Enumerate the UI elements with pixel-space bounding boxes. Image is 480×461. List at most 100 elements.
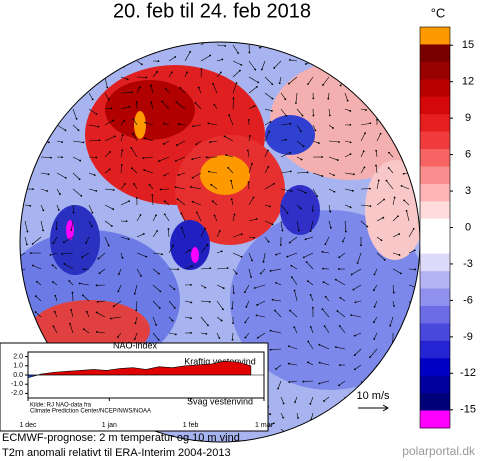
wind-arrow (47, 42, 58, 46)
nao-inset: NAO-index Kraftig vestenvind Svag vesten… (0, 340, 274, 432)
wind-arrow-head (365, 109, 367, 111)
wind-arrow-head (175, 144, 178, 147)
wind-arrow (230, 180, 234, 190)
wind-arrow-head (305, 261, 308, 263)
wind-arrow (56, 124, 66, 131)
wind-arrow-head (68, 83, 71, 86)
wind-arrow (145, 137, 154, 142)
x-tick-label: 1 dec (19, 422, 37, 429)
wind-arrow (291, 42, 298, 46)
wind-arrow-head (209, 267, 212, 270)
wind-arrow-head (333, 190, 336, 193)
wind-arrow (389, 316, 394, 326)
wind-arrow-head (23, 84, 26, 86)
wind-arrow-head (321, 38, 323, 40)
wind-arrow-head (174, 333, 177, 336)
wind-arrow (232, 70, 241, 78)
wind-arrow-head (213, 214, 216, 217)
wind-arrow-head (140, 63, 143, 66)
wind-arrow-head (274, 309, 276, 312)
wind-arrow (289, 236, 298, 243)
colorbar-segment (420, 410, 450, 429)
wind-arrow (55, 295, 58, 302)
wind-arrow-head (240, 233, 243, 236)
wind-arrow-head (271, 223, 274, 226)
wind-arrow-head (247, 181, 250, 184)
wind-arrow-head (75, 117, 78, 120)
wind-arrow (270, 330, 282, 334)
wind-arrow (280, 220, 283, 231)
wind-arrow-head (142, 233, 145, 235)
wind-arrow (198, 87, 202, 94)
wind-arrow (81, 252, 90, 258)
wind-arrow-head (51, 264, 54, 267)
wind-arrow (296, 124, 302, 132)
wind-arrow-head (180, 212, 183, 215)
wind-arrow-head (301, 114, 304, 117)
wind-arrow-head (195, 211, 198, 214)
wind-arrow-head (380, 239, 383, 242)
wind-arrow-head (176, 42, 179, 43)
wind-arrow-head (383, 198, 385, 201)
wind-arrow-head (244, 321, 247, 324)
wind-arrow (168, 56, 176, 62)
wind-arrow (195, 102, 202, 110)
wind-arrow-head (34, 295, 37, 297)
wind-arrow (64, 263, 74, 270)
wind-arrow-head (312, 97, 315, 100)
wind-arrow-head (162, 143, 165, 145)
wind-arrow (303, 252, 314, 258)
wind-arrow (280, 92, 286, 100)
y-tick-label: 2.0 (13, 353, 23, 360)
wind-arrow-head (26, 230, 29, 233)
wind-arrow-head (415, 363, 418, 366)
colorbar-segment (420, 166, 450, 185)
wind-arrow (248, 252, 253, 261)
wind-arrow (40, 204, 44, 211)
wind-arrow-head (397, 390, 399, 393)
wind-arrow (178, 123, 186, 126)
wind-arrow (145, 122, 154, 126)
wind-arrow (35, 295, 42, 302)
wind-arrow (120, 200, 130, 206)
wind-arrow (24, 236, 28, 245)
wind-arrow (312, 188, 318, 197)
wind-arrow-head (282, 416, 285, 419)
wind-arrow (340, 297, 346, 302)
wind-arrow (291, 265, 298, 270)
wind-arrow-head (81, 256, 84, 259)
wind-arrow-head (59, 193, 61, 195)
wind-arrow-head (132, 132, 135, 135)
wind-arrow-head (316, 195, 319, 198)
wind-arrow-head (180, 226, 183, 229)
wind-arrow-head (397, 215, 399, 218)
wind-arrow (226, 154, 234, 158)
wind-arrow-head (112, 208, 115, 211)
wind-arrow-head (270, 42, 273, 45)
wind-arrow (257, 300, 266, 306)
wind-arrow-head (402, 422, 405, 425)
wind-arrow (294, 327, 298, 334)
wind-arrow-head (271, 298, 274, 301)
wind-arrow-head (189, 317, 192, 320)
wind-arrow-head (338, 256, 341, 259)
wind-arrow (82, 76, 90, 83)
wind-arrow-head (313, 434, 315, 436)
wind-arrow-head (96, 67, 99, 70)
colorbar-tick-label: 6 (465, 148, 471, 160)
wind-arrow (280, 204, 288, 214)
wind-arrow-head (352, 288, 355, 291)
wind-arrow-head (338, 141, 340, 143)
wind-arrow (136, 60, 142, 65)
wind-arrow (337, 60, 346, 65)
wind-arrow (280, 108, 287, 117)
wind-arrow-head (318, 382, 321, 385)
wind-arrow-head (227, 166, 230, 169)
wind-arrow-head (290, 190, 293, 193)
wind-arrow (120, 106, 130, 110)
wind-arrow (216, 284, 224, 289)
wind-arrow (373, 316, 378, 323)
wind-arrow (40, 188, 48, 192)
wind-arrow-head (240, 63, 243, 66)
